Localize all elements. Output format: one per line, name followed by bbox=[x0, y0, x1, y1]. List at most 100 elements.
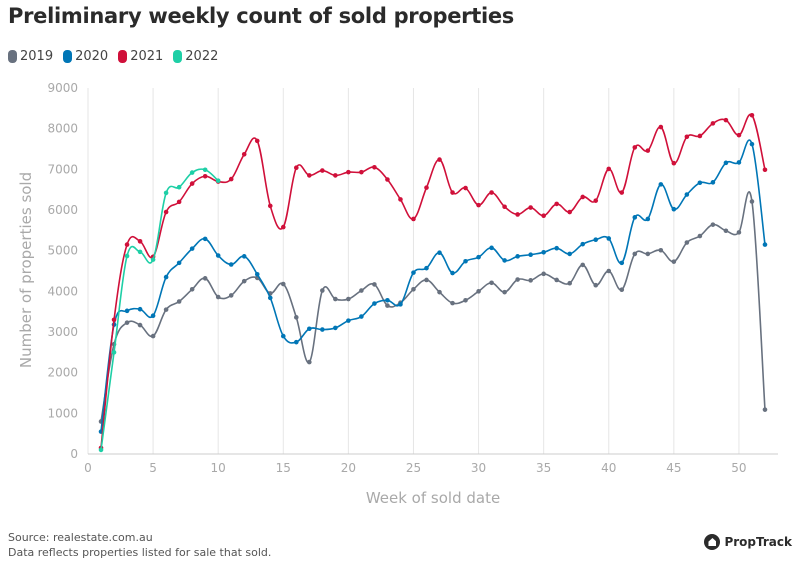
y-tick-label: 4000 bbox=[47, 284, 78, 298]
data-point-2021 bbox=[241, 151, 247, 157]
x-tick-label: 40 bbox=[601, 461, 616, 475]
data-point-2020 bbox=[580, 241, 586, 247]
data-point-2019 bbox=[645, 251, 651, 257]
data-point-2020 bbox=[254, 271, 260, 277]
data-point-2022 bbox=[124, 253, 130, 259]
data-point-2021 bbox=[684, 134, 690, 140]
data-point-2019 bbox=[476, 289, 481, 294]
axis-layer: 0 5 10 15 20 25 30 35 40 45 50 0 1000 2000 3000 4000 500… bbox=[47, 81, 778, 475]
data-point-2021 bbox=[580, 194, 586, 200]
data-point-2021 bbox=[372, 165, 377, 170]
data-point-2021 bbox=[346, 169, 351, 175]
proptrack-logo-icon bbox=[704, 534, 721, 550]
data-point-2020 bbox=[515, 254, 520, 259]
data-point-2019 bbox=[580, 262, 586, 268]
data-point-2021 bbox=[710, 121, 716, 126]
data-point-2021 bbox=[254, 138, 260, 144]
data-point-2019 bbox=[437, 289, 442, 295]
data-point-2020 bbox=[593, 237, 599, 242]
data-point-2020 bbox=[320, 327, 325, 332]
x-tick-label: 15 bbox=[276, 461, 291, 475]
legend-swatch-2021 bbox=[118, 50, 128, 63]
data-point-2020 bbox=[437, 250, 442, 255]
data-point-2019 bbox=[697, 233, 703, 239]
data-point-2020 bbox=[202, 236, 208, 242]
data-point-2022 bbox=[189, 170, 195, 175]
data-point-2021 bbox=[359, 169, 364, 175]
data-point-2022 bbox=[215, 178, 221, 184]
legend-item-2021[interactable]: 2021 bbox=[118, 49, 163, 64]
data-point-2021 bbox=[398, 197, 403, 202]
series-layer bbox=[98, 112, 768, 453]
data-point-2022 bbox=[111, 350, 117, 355]
x-tick-label: 25 bbox=[406, 461, 421, 475]
data-point-2019 bbox=[163, 307, 169, 312]
data-point-2020 bbox=[307, 326, 312, 332]
data-point-2019 bbox=[359, 288, 364, 293]
data-point-2019 bbox=[241, 278, 247, 284]
chart-legend: 2019 2020 2021 2022 bbox=[8, 49, 218, 64]
data-point-2019 bbox=[450, 300, 455, 306]
legend-label-2022: 2022 bbox=[185, 49, 219, 64]
series-2020 bbox=[98, 139, 768, 434]
series-2022 bbox=[98, 167, 221, 453]
data-point-2021 bbox=[411, 216, 416, 222]
data-point-2019 bbox=[124, 320, 130, 325]
data-point-2019 bbox=[749, 199, 755, 204]
y-axis-label: Number of properties sold bbox=[17, 172, 35, 368]
series-line-2021 bbox=[100, 113, 766, 448]
legend-item-2019[interactable]: 2019 bbox=[8, 49, 53, 64]
data-point-2021 bbox=[163, 209, 169, 215]
data-point-2022 bbox=[202, 167, 208, 173]
legend-item-2022[interactable]: 2022 bbox=[173, 49, 218, 64]
data-point-2020 bbox=[619, 260, 625, 266]
y-tick-label: 1000 bbox=[47, 406, 78, 420]
data-point-2019 bbox=[736, 230, 742, 235]
data-point-2020 bbox=[267, 295, 273, 301]
data-point-2021 bbox=[528, 205, 533, 210]
x-tick-label: 30 bbox=[471, 461, 486, 475]
data-point-2021 bbox=[111, 317, 117, 323]
legend-item-2020[interactable]: 2020 bbox=[63, 49, 108, 64]
data-point-2021 bbox=[645, 148, 651, 153]
source-note: Source: realestate.com.au Data reflects … bbox=[8, 530, 271, 560]
data-point-2019 bbox=[228, 293, 234, 298]
data-point-2020 bbox=[450, 270, 455, 276]
y-tick-label: 0 bbox=[70, 447, 78, 461]
data-point-2019 bbox=[280, 281, 286, 287]
brand-name: PropTrack bbox=[724, 535, 792, 549]
data-point-2020 bbox=[658, 182, 664, 187]
data-point-2021 bbox=[176, 199, 182, 205]
y-tick-label: 8000 bbox=[47, 122, 78, 136]
data-point-2019 bbox=[411, 287, 416, 292]
x-tick-label: 45 bbox=[666, 461, 681, 475]
data-point-2019 bbox=[489, 280, 494, 286]
series-line-2019 bbox=[100, 191, 766, 422]
data-point-2020 bbox=[697, 180, 703, 186]
data-point-2020 bbox=[684, 192, 690, 197]
y-tick-label: 2000 bbox=[47, 366, 78, 380]
data-point-2021 bbox=[450, 190, 455, 195]
series-2021 bbox=[98, 112, 768, 451]
data-point-2022 bbox=[176, 184, 182, 190]
legend-label-2019: 2019 bbox=[20, 49, 54, 64]
data-point-2022 bbox=[150, 257, 156, 262]
data-point-2019 bbox=[541, 271, 546, 277]
data-point-2021 bbox=[762, 167, 768, 173]
data-point-2019 bbox=[671, 259, 677, 264]
y-tick-label: 5000 bbox=[47, 244, 78, 258]
x-tick-label: 10 bbox=[211, 461, 226, 475]
legend-swatch-2019 bbox=[8, 50, 17, 63]
data-point-2019 bbox=[593, 282, 599, 288]
y-tick-label: 6000 bbox=[47, 203, 78, 217]
legend-label-2020: 2020 bbox=[75, 49, 109, 64]
data-point-2020 bbox=[736, 160, 742, 165]
data-point-2021 bbox=[307, 173, 312, 178]
data-point-2020 bbox=[294, 339, 299, 345]
data-point-2019 bbox=[189, 287, 195, 292]
data-point-2020 bbox=[411, 270, 416, 275]
data-point-2020 bbox=[385, 297, 390, 303]
data-point-2021 bbox=[124, 242, 130, 247]
data-point-2021 bbox=[333, 173, 338, 178]
